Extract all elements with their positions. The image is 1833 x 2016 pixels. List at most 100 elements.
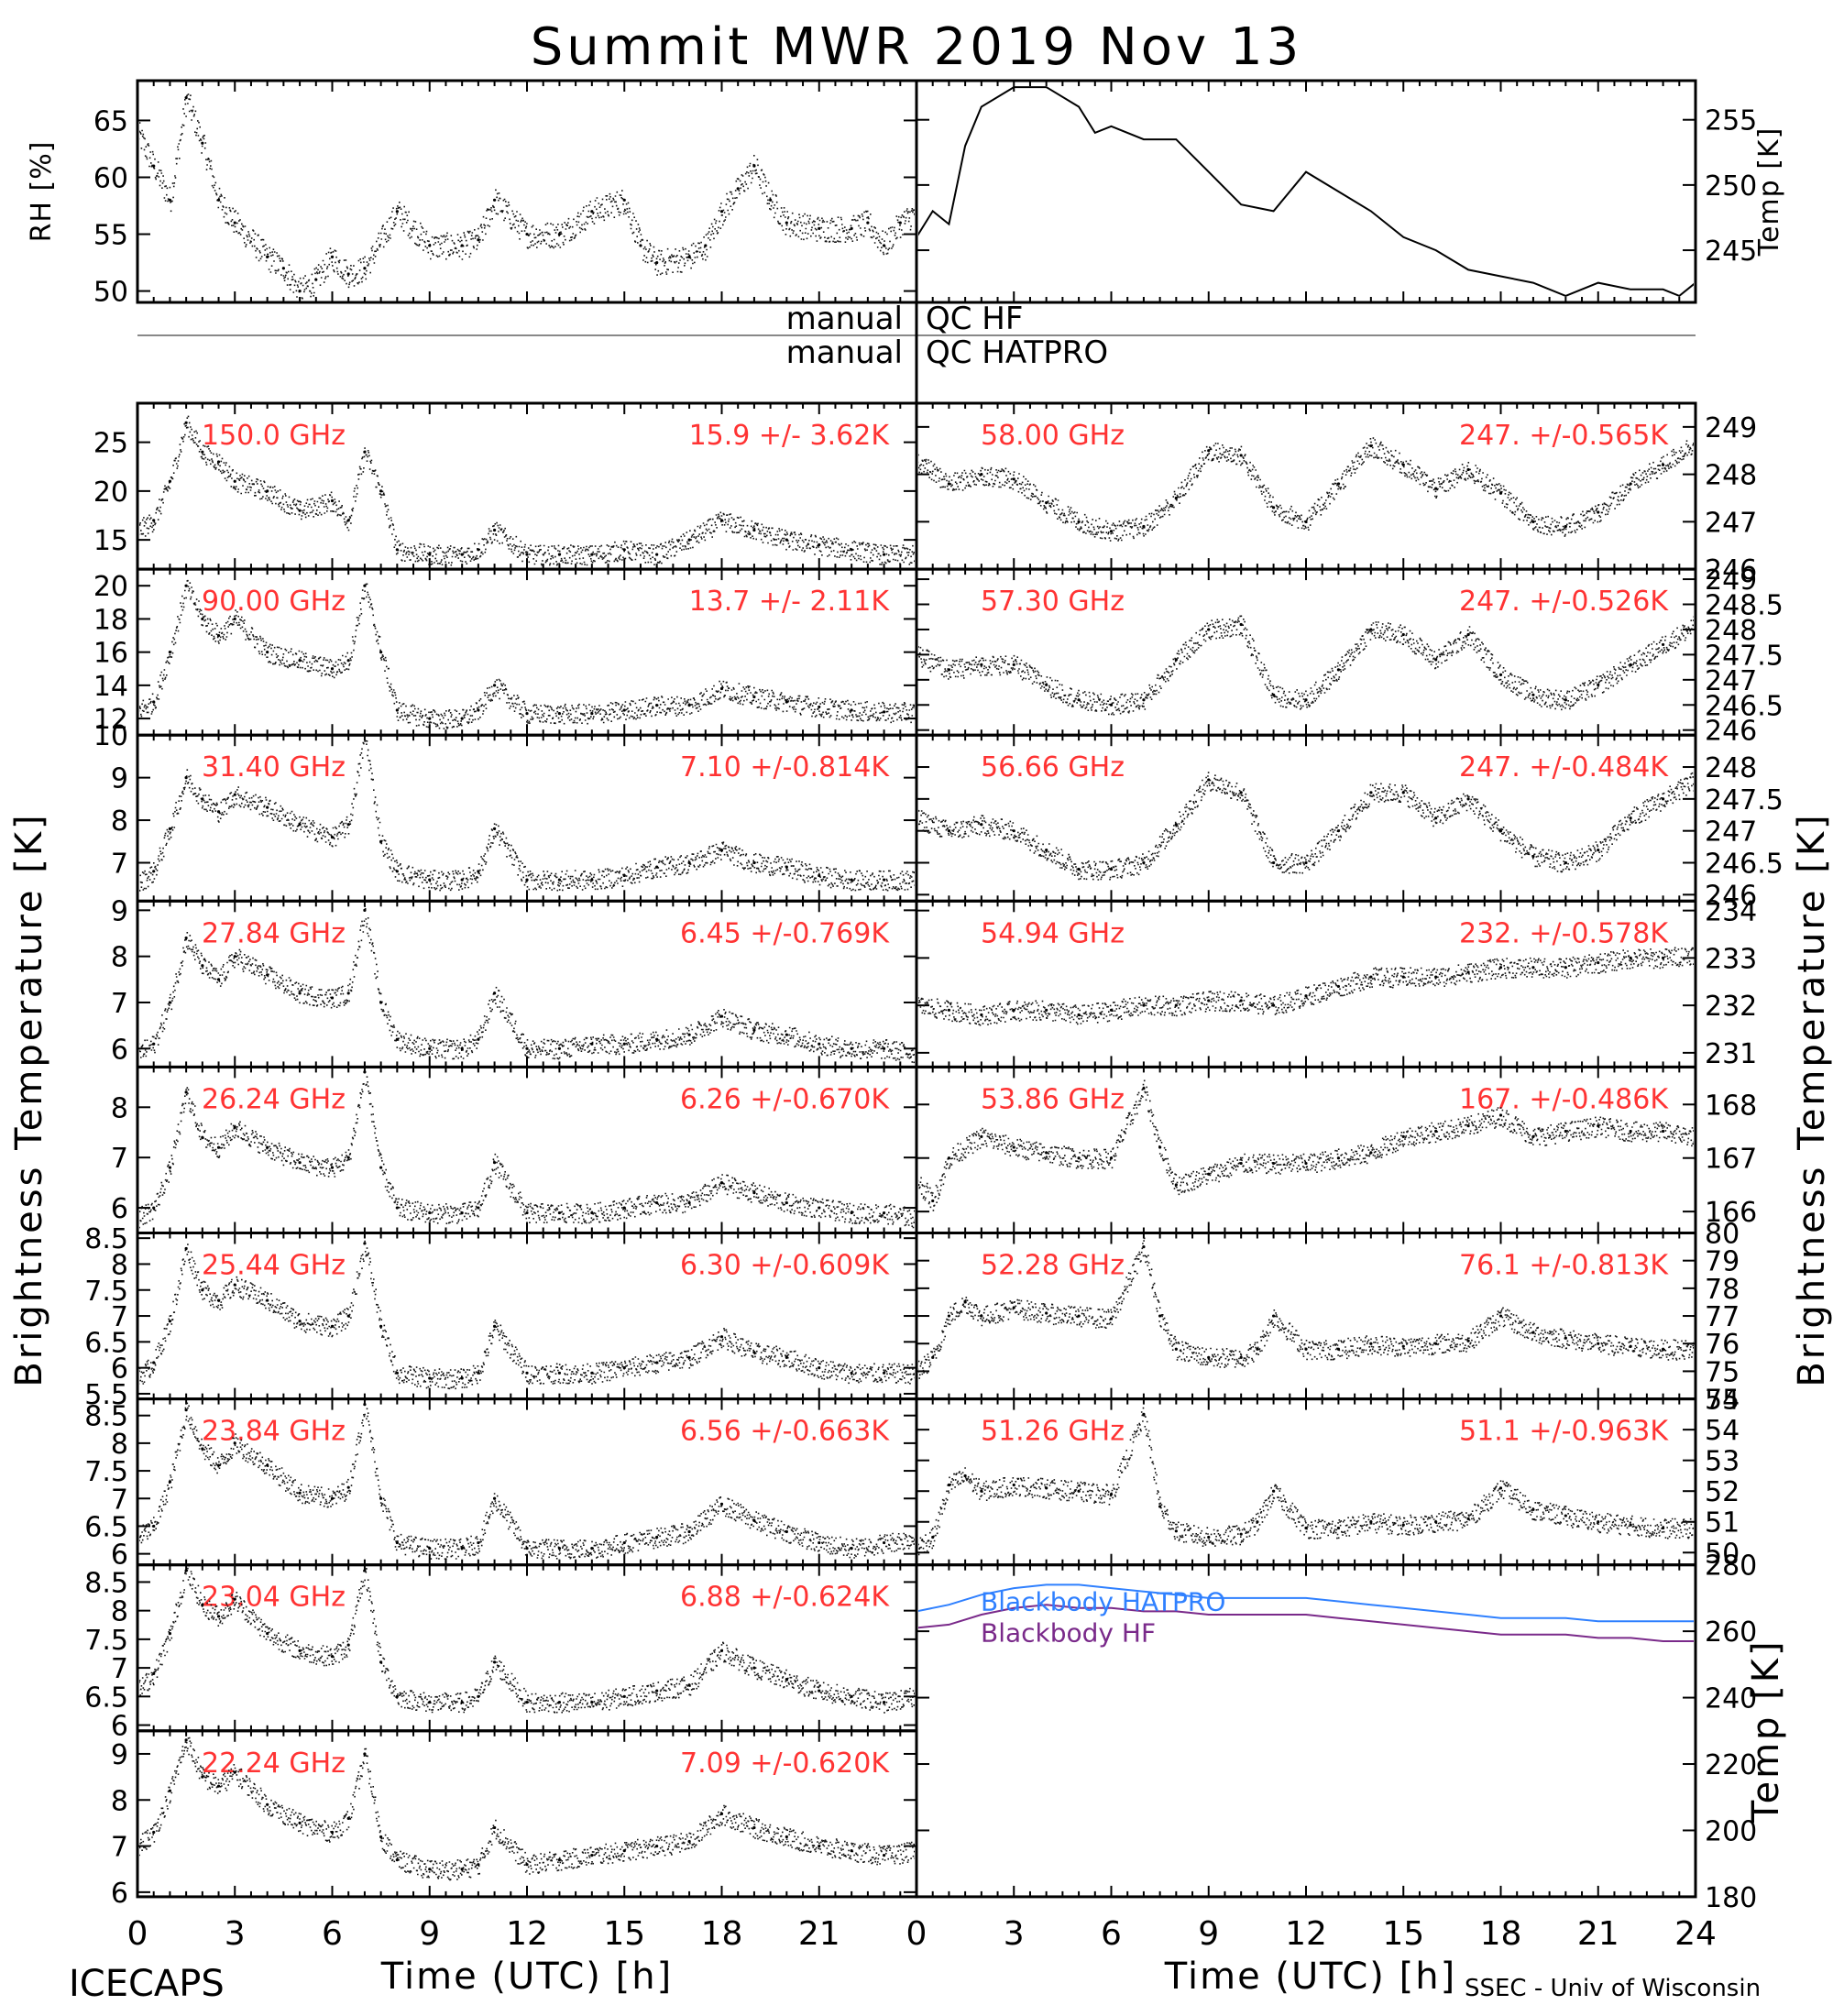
data-point (850, 1371, 853, 1375)
data-point (298, 1320, 302, 1323)
data-point (152, 1361, 156, 1364)
data-point (590, 1371, 594, 1375)
data-point (216, 1784, 221, 1788)
data-point (152, 1042, 156, 1046)
data-point (233, 617, 236, 621)
data-point (980, 1134, 983, 1138)
data-point (1531, 1134, 1535, 1138)
y-tick-label: 5.5 (84, 1379, 128, 1411)
channel-stat: 247. +/-0.526K (1459, 586, 1669, 618)
y-tick-label: 245 (1705, 236, 1757, 268)
data-point (963, 1474, 967, 1478)
data-point (363, 1403, 367, 1407)
data-point (1629, 816, 1632, 820)
series-ch2624 (139, 1070, 915, 1229)
data-point (622, 708, 626, 712)
data-point (752, 860, 756, 865)
data-point (1207, 1355, 1211, 1359)
data-point (931, 1355, 935, 1359)
data-point (201, 450, 204, 454)
data-point (1012, 1483, 1015, 1487)
data-point (719, 1181, 724, 1185)
data-point (687, 1839, 691, 1844)
data-point (460, 878, 464, 882)
data-point (752, 1666, 756, 1670)
series-ch5494 (918, 947, 1694, 1026)
legend-entry: Blackbody HATPRO (981, 1587, 1225, 1617)
data-point (1207, 628, 1211, 631)
data-point (1369, 628, 1373, 631)
data-point (525, 1863, 529, 1867)
data-point (233, 955, 236, 959)
data-point (266, 1145, 269, 1149)
data-point (1597, 683, 1600, 686)
data-point (1012, 663, 1015, 666)
x-tick-label: 21 (1577, 1915, 1619, 1953)
data-point (1336, 1347, 1341, 1351)
data-point (298, 659, 302, 663)
data-point (785, 1355, 788, 1359)
data-point (1304, 1526, 1308, 1530)
legend-entry: Blackbody HF (981, 1618, 1156, 1649)
y-tick-label: 8 (111, 1785, 128, 1817)
data-point (168, 1789, 172, 1792)
data-point (1174, 1529, 1178, 1533)
y-axis-title: Temp [K] (1745, 1638, 1787, 1824)
data-point (947, 1008, 951, 1012)
data-point (785, 700, 788, 704)
data-point (1109, 530, 1114, 533)
data-point (818, 1540, 821, 1545)
data-point (1207, 999, 1211, 1003)
data-point (1597, 960, 1600, 965)
y-tick-label: 247 (1705, 665, 1757, 697)
y-tick-label: 8 (111, 942, 128, 974)
data-point-cloud (918, 947, 1694, 1026)
y-tick-label: 55 (1705, 1385, 1740, 1417)
data-point (785, 1033, 788, 1036)
data-point (1597, 1342, 1600, 1345)
y-tick-label: 246 (1705, 554, 1757, 586)
data-point (1239, 999, 1243, 1003)
data-point (1401, 1134, 1405, 1138)
panel-rh: 50 55 60 65 RH [%] (26, 79, 918, 309)
y-tick-label: 6.5 (84, 1327, 128, 1359)
data-point (233, 1441, 236, 1445)
data-point (1498, 1113, 1503, 1117)
data-point (1369, 791, 1373, 794)
data-point (655, 1361, 659, 1364)
data-point (1045, 683, 1048, 686)
data-point (882, 244, 886, 247)
data-point (1466, 467, 1470, 472)
data-point (622, 1206, 626, 1210)
data-point (818, 873, 821, 878)
y-tick-label: 6.5 (84, 1682, 128, 1714)
y-tick-label: 7 (111, 849, 128, 881)
data-point (655, 1037, 659, 1041)
data-point (1207, 778, 1211, 782)
data-point (882, 878, 886, 882)
y-tick-label: 248 (1705, 615, 1757, 647)
data-point (850, 548, 853, 552)
data-point (557, 1371, 562, 1375)
data-point (947, 1314, 951, 1318)
data-point (1158, 1505, 1162, 1508)
data-point (266, 805, 269, 809)
y-tick-label: 249 (1705, 412, 1757, 444)
data-point (233, 1770, 236, 1774)
data-point (428, 1046, 432, 1050)
data-point (201, 797, 204, 801)
data-point (395, 708, 399, 712)
data-point (1239, 1355, 1243, 1359)
data-point (1434, 1342, 1438, 1345)
data-point (785, 538, 788, 542)
data-point (395, 1540, 399, 1545)
series-ch2784 (139, 905, 915, 1064)
data-point (525, 553, 529, 556)
y-tick-label: 247.5 (1705, 640, 1784, 672)
data-point (460, 1700, 464, 1704)
channel-label: 57.30 GHz (981, 586, 1125, 618)
data-point (1564, 698, 1567, 702)
y-tick-label: 7.5 (84, 1276, 128, 1308)
data-point (1271, 506, 1276, 509)
